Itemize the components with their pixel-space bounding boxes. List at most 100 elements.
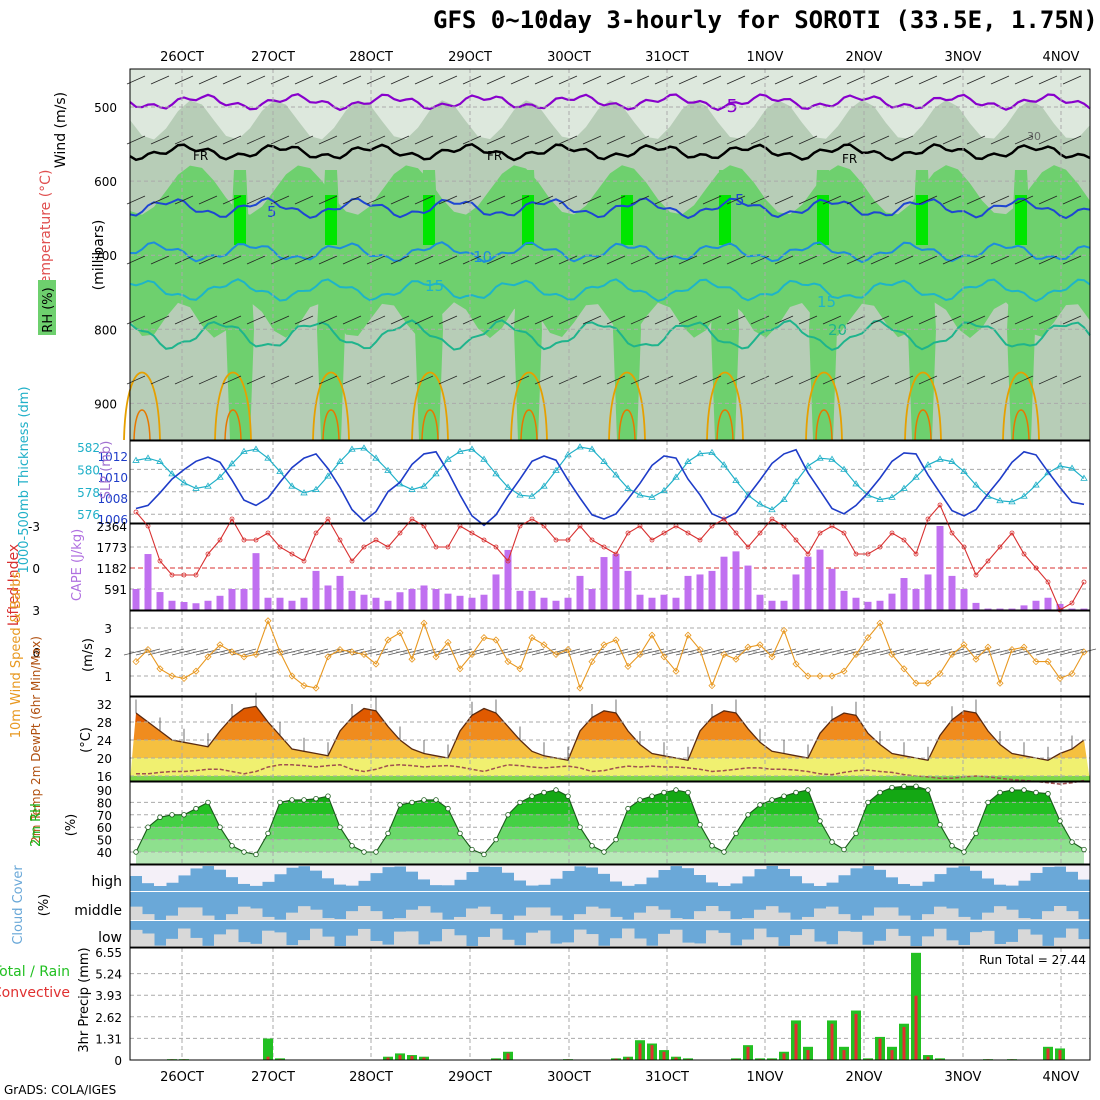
cloud-mid-cell <box>550 915 563 920</box>
wind-barb <box>510 195 530 205</box>
cloud-mid-cell <box>742 918 755 920</box>
rh-point <box>841 846 847 853</box>
cloud-high-cell <box>718 866 731 886</box>
profile-frame <box>129 68 1091 441</box>
thickness-point <box>612 471 620 478</box>
wind-speed-point <box>624 662 632 670</box>
wind-barb <box>342 255 362 265</box>
rh-point <box>229 843 235 849</box>
thickness-point <box>672 473 680 480</box>
wind-barb <box>534 195 554 205</box>
wind-barb <box>1062 135 1082 145</box>
wind-speed-point <box>540 641 548 649</box>
wind-barb <box>951 648 977 656</box>
cloud-high-cell <box>910 866 923 886</box>
cloud-mid-cell <box>178 907 191 920</box>
cloud-low-cell <box>226 929 239 946</box>
cloud-low-cell <box>418 944 431 946</box>
pressure-tick-label: 900 <box>94 397 117 411</box>
cape-bar <box>552 600 560 610</box>
cloud-low-cell <box>826 944 839 946</box>
wind-barb <box>918 255 938 265</box>
slp-line <box>135 448 1085 527</box>
thickness-point <box>996 496 1004 504</box>
thickness-point <box>288 482 296 489</box>
cape-bar <box>600 557 608 610</box>
cape-bar <box>132 589 140 610</box>
rh-bands <box>136 786 1084 864</box>
rh-point <box>301 797 307 803</box>
wind-barb <box>987 648 1013 656</box>
temp2m-axis-label: 2m Temp 2m DewPt (6hr Min/Max) <box>29 636 43 844</box>
cloud-mid-cell <box>754 909 767 920</box>
cloud-mid-cell <box>142 914 155 920</box>
rh-saturated-cell <box>423 195 435 245</box>
cloud-high-cell <box>346 866 359 886</box>
cloud-high-cell <box>1078 866 1091 880</box>
wind-barb <box>150 75 170 85</box>
temp-contour-25 <box>1002 371 1040 441</box>
rh-point <box>1081 846 1087 853</box>
cloud-high-cell <box>742 866 755 877</box>
precip-convective-bar <box>674 1057 678 1060</box>
rh-point <box>181 812 187 818</box>
wind-barb <box>843 648 869 656</box>
thickness-point <box>948 457 956 464</box>
slp-tick-label: 1010 <box>97 471 128 485</box>
wind-barb <box>534 135 554 145</box>
cloud-low-cell <box>1018 929 1031 946</box>
lifted-axis-label: Lifted Index <box>6 544 22 626</box>
wind-barb <box>543 648 569 656</box>
cape-bar <box>888 593 896 610</box>
cloud-mid-cell <box>610 916 623 920</box>
temp-bands <box>130 706 1090 781</box>
cloud-high-cell <box>358 866 371 881</box>
wind-speed-point <box>408 655 416 663</box>
lifted-index-point <box>613 551 619 557</box>
cape-bar <box>660 594 668 610</box>
cape-lifted-index-panel: -3 0 3 6 2364 1773 1182 591 Lifted Index CAPE (J/… <box>6 502 1091 660</box>
cloud-low-cell <box>1078 939 1091 946</box>
lifted-index-point <box>301 558 307 564</box>
cloud-mid-cell <box>334 919 347 920</box>
wind-speed-point <box>360 650 368 658</box>
cape-bar <box>468 597 476 610</box>
thickness-point <box>480 455 488 462</box>
cloud-high-cell <box>1066 866 1079 872</box>
wind-barb <box>774 375 794 385</box>
rh-point <box>817 818 823 824</box>
lifted-index-point <box>649 537 655 543</box>
temp-frame <box>129 696 1091 782</box>
rh-convective-tower <box>1007 170 1035 440</box>
thickness-point <box>1008 498 1016 505</box>
cloud-mid-cell <box>670 918 683 920</box>
thickness-point <box>372 454 380 461</box>
wind-barb <box>510 135 530 145</box>
lifted-index-point <box>493 544 499 550</box>
cloud-mid-cell <box>1066 911 1079 920</box>
date-label-bottom: 30OCT <box>547 1070 591 1085</box>
wind-barb <box>846 255 866 265</box>
wind-barb <box>630 135 650 145</box>
cloud-mid-cell <box>922 914 935 920</box>
cloud-high-cell <box>394 866 407 867</box>
cloud-low-cell <box>286 945 299 946</box>
cape-bar <box>936 526 944 610</box>
wind-speed-point <box>576 684 584 692</box>
lifted-index-point <box>313 530 319 536</box>
cloud-high-cell <box>190 866 203 869</box>
cloud-low-cell <box>694 943 707 946</box>
lifted-index-point <box>553 537 559 543</box>
pressure-tick-label: 800 <box>94 323 117 337</box>
thickness-point <box>504 483 512 490</box>
cloud-mid-cell <box>658 909 671 920</box>
thickness-point <box>828 455 836 462</box>
rh-point <box>409 799 415 806</box>
wind-speed-point <box>432 653 440 661</box>
lifted-tick-label: 3 <box>32 604 40 618</box>
cloud-high-cell <box>694 866 707 876</box>
rh-point <box>433 797 439 803</box>
wind-barb <box>366 195 386 205</box>
temp-contour-25 <box>904 371 942 441</box>
cloud-low-cell <box>454 935 467 946</box>
